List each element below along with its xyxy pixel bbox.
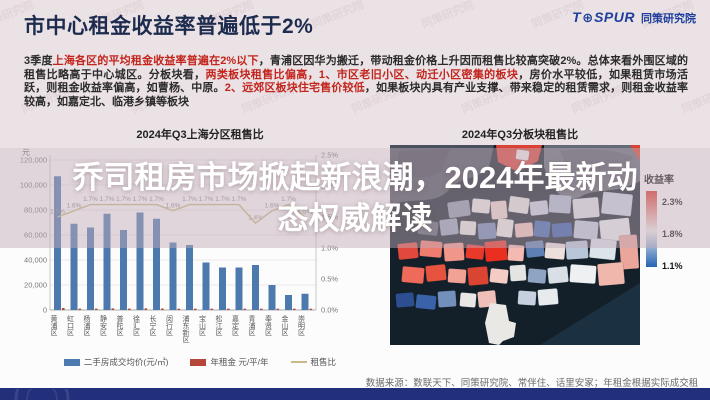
watermark-text: 同策研究院 bbox=[310, 0, 366, 31]
svg-text:1.7%: 1.7% bbox=[232, 196, 247, 203]
legend-label: 二手房成交均价(元/㎡) bbox=[83, 357, 169, 367]
svg-text:奉贤区: 奉贤区 bbox=[265, 314, 273, 336]
body-seg7: ，如果板块内具有产业支撑、带来稳定的租赁需求，则租金收益率较高，如嘉定北、临港乡… bbox=[24, 82, 689, 108]
body-seg2-highlight: 上海各区的平均租金收益率普遍在2%以下 bbox=[52, 55, 259, 67]
map-cells bbox=[395, 149, 640, 311]
map-legend-mid: 1.8% bbox=[662, 229, 683, 239]
svg-text:1.6%: 1.6% bbox=[265, 202, 280, 209]
legend-item: 租售比 bbox=[290, 356, 337, 368]
svg-text:20,000: 20,000 bbox=[24, 281, 47, 290]
svg-text:0: 0 bbox=[43, 306, 47, 315]
map-chart-title: 2024年Q3分板块租售比 bbox=[461, 129, 579, 141]
svg-text:元: 元 bbox=[22, 148, 30, 157]
globe-icon: ⊕ bbox=[582, 10, 594, 25]
svg-text:1.7%: 1.7% bbox=[83, 196, 98, 203]
svg-text:徐汇区: 徐汇区 bbox=[133, 314, 141, 336]
svg-text:100,000: 100,000 bbox=[20, 181, 47, 190]
logo-text-spur: SPUR bbox=[594, 9, 635, 25]
map-south-peninsula bbox=[485, 303, 516, 345]
page-title: 市中心租金收益率普遍低于2% bbox=[24, 15, 314, 38]
bar-chart-legend: 二手房成交均价(元/㎡) 年租金 元/平/年 租售比 bbox=[14, 356, 386, 368]
svg-text:1.7%: 1.7% bbox=[182, 196, 197, 203]
body-seg3: ，青浦区因华为搬迁，带动租金价格上升因而租售比较高突破2%。总体来看外围区域的租… bbox=[24, 55, 688, 81]
body-seg5: ，房价水平较低，如果租赁市场活跃，则租金收益率偏高，如曹杨、中原。 bbox=[24, 68, 688, 95]
footer-emblem bbox=[14, 388, 70, 400]
svg-text:1.5%: 1.5% bbox=[321, 213, 338, 222]
footer-band bbox=[0, 388, 710, 400]
body-seg6-highlight: 2、远郊区板块住宅售价较低 bbox=[224, 82, 365, 94]
svg-text:80,000: 80,000 bbox=[24, 206, 47, 215]
svg-text:0.5%: 0.5% bbox=[321, 275, 338, 284]
svg-text:青浦区: 青浦区 bbox=[248, 314, 256, 336]
svg-text:金山区: 金山区 bbox=[281, 314, 289, 336]
map-legend-title: 收益率 bbox=[644, 175, 674, 186]
map-chongming-shade bbox=[560, 149, 634, 172]
svg-text:120,000: 120,000 bbox=[20, 156, 47, 165]
svg-text:宝山区: 宝山区 bbox=[199, 314, 207, 336]
legend-label: 年租金 元/平/年 bbox=[210, 357, 269, 367]
bar-chart-title: 2024年Q3上海分区租售比 bbox=[136, 129, 264, 141]
svg-text:1.5%: 1.5% bbox=[50, 209, 65, 216]
logo-text-t: T bbox=[572, 9, 582, 25]
svg-text:40,000: 40,000 bbox=[24, 256, 47, 265]
headline-text: 乔司租房市场掀起新浪潮，2024年最新动态权威解读 bbox=[72, 160, 638, 236]
svg-text:1.7%: 1.7% bbox=[281, 196, 296, 203]
map-legend: 收益率 2.3% 1.8% 1.1% bbox=[644, 171, 704, 271]
svg-text:1.0%: 1.0% bbox=[321, 244, 338, 253]
map-legend-high: 2.3% bbox=[662, 197, 683, 207]
svg-text:2.5%: 2.5% bbox=[321, 151, 338, 160]
svg-text:杨浦区: 杨浦区 bbox=[83, 314, 91, 336]
map-legend-low: 1.1% bbox=[662, 261, 683, 271]
svg-text:1.6%: 1.6% bbox=[67, 202, 82, 209]
svg-text:1.7%: 1.7% bbox=[116, 196, 131, 203]
svg-text:松江区: 松江区 bbox=[215, 314, 223, 336]
svg-text:1.7%: 1.7% bbox=[199, 196, 214, 203]
map-coast-shade bbox=[540, 283, 640, 345]
legend-swatch bbox=[63, 358, 80, 366]
legend-item: 二手房成交均价(元/㎡) bbox=[63, 356, 169, 368]
summary-paragraph: 3季度上海各区的平均租金收益率普遍在2%以下，青浦区因华为搬迁，带动租金价格上升… bbox=[24, 55, 688, 109]
svg-text:闵行区: 闵行区 bbox=[166, 314, 174, 336]
svg-text:嘉定区: 嘉定区 bbox=[232, 314, 240, 336]
map-north-landmass-shade bbox=[398, 149, 450, 179]
body-seg1: 3季度 bbox=[24, 55, 53, 67]
svg-text:1.7%: 1.7% bbox=[133, 196, 148, 203]
bar-chart: 2024年Q3上海分区租售比 元 120,000 100,000 80,000 60,0… bbox=[14, 126, 386, 368]
headline-overlay: 乔司租房市场掀起新浪潮，2024年最新动态权威解读 bbox=[0, 148, 710, 248]
svg-text:普陀区: 普陀区 bbox=[116, 314, 124, 336]
svg-text:崇明区: 崇明区 bbox=[298, 315, 306, 336]
svg-text:1.7%: 1.7% bbox=[215, 196, 230, 203]
svg-text:1.5%: 1.5% bbox=[298, 209, 313, 216]
svg-text:60,000: 60,000 bbox=[24, 231, 47, 240]
svg-text:静安区: 静安区 bbox=[100, 314, 108, 336]
svg-text:长宁区: 长宁区 bbox=[149, 314, 157, 336]
map-wrap: 收益率 2.3% 1.8% 1.1% bbox=[390, 145, 683, 345]
map-legend-gradient bbox=[646, 191, 657, 267]
legend-item: 年租金 元/平/年 bbox=[190, 356, 269, 368]
svg-text:1.4%: 1.4% bbox=[248, 215, 263, 222]
choropleth-map bbox=[390, 145, 640, 345]
legend-swatch bbox=[290, 361, 307, 363]
legend-label: 租售比 bbox=[310, 357, 337, 367]
legend-swatch bbox=[190, 358, 207, 366]
svg-text:0.0%: 0.0% bbox=[321, 306, 338, 315]
map-chart: 2024年Q3分板块租售比 收益率 2.3% 1.8% 1.1% bbox=[390, 126, 706, 345]
logo-text-cn: 同策研究院 bbox=[641, 13, 696, 25]
tospur-logo: T ⊕ SPUR 同策研究院 bbox=[572, 9, 696, 26]
svg-text:浦东新区: 浦东新区 bbox=[182, 314, 190, 343]
body-seg4-highlight: 两类板块租售比偏高，1、市区老旧小区、动迁小区密集的板块 bbox=[205, 68, 519, 81]
svg-text:黄浦区: 黄浦区 bbox=[50, 314, 58, 336]
svg-text:2.0%: 2.0% bbox=[321, 182, 338, 191]
watermark-text: 同策研究院 bbox=[420, 0, 476, 31]
svg-text:1.7%: 1.7% bbox=[100, 196, 115, 203]
svg-text:虹口区: 虹口区 bbox=[67, 314, 75, 336]
map-corner-region bbox=[630, 145, 640, 161]
svg-text:1.6%: 1.6% bbox=[166, 202, 181, 209]
svg-text:1.7%: 1.7% bbox=[149, 196, 164, 203]
